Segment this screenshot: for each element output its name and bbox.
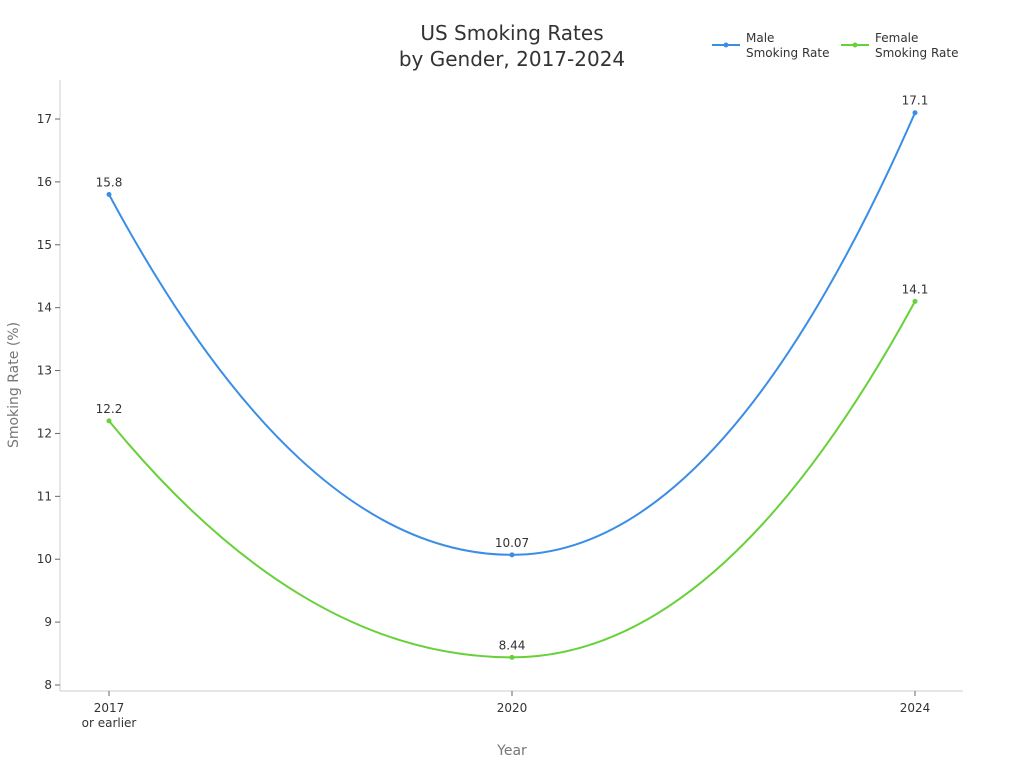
data-label: 17.1 xyxy=(902,94,929,108)
legend-label: Smoking Rate xyxy=(746,46,829,60)
y-tick-label: 12 xyxy=(37,426,52,440)
series-male: 15.8 10.07 17.1 xyxy=(96,94,929,558)
data-point[interactable] xyxy=(106,191,112,197)
data-point[interactable] xyxy=(912,110,918,116)
x-axis-label: Year xyxy=(496,743,527,759)
legend-marker-icon xyxy=(723,42,729,48)
x-tick-label: 2020 xyxy=(497,701,528,715)
x-tick-label: 2017 xyxy=(94,701,125,715)
y-tick-label: 13 xyxy=(37,364,52,378)
data-point[interactable] xyxy=(509,552,515,558)
legend-label: Female xyxy=(875,31,918,45)
x-tick-label: or earlier xyxy=(82,716,137,730)
data-point[interactable] xyxy=(509,654,515,660)
x-tick-label: 2024 xyxy=(900,701,931,715)
chart-title-line: US Smoking Rates xyxy=(420,21,603,45)
data-label: 15.8 xyxy=(96,175,123,189)
y-tick-label: 8 xyxy=(44,678,52,692)
data-point[interactable] xyxy=(912,298,918,304)
legend-label: Smoking Rate xyxy=(875,46,958,60)
y-tick-label: 14 xyxy=(37,301,52,315)
data-label: 12.2 xyxy=(96,402,123,416)
series-line xyxy=(108,300,916,659)
y-axis-label: Smoking Rate (%) xyxy=(6,322,22,448)
data-label: 14.1 xyxy=(902,282,929,296)
series-female: 12.2 8.44 14.1 xyxy=(96,282,929,660)
y-tick-label: 9 xyxy=(44,615,52,629)
data-point[interactable] xyxy=(106,418,112,424)
legend-label: Male xyxy=(746,31,774,45)
y-tick-label: 10 xyxy=(37,552,52,566)
legend-marker-icon xyxy=(852,42,858,48)
data-label: 10.07 xyxy=(495,536,529,550)
y-tick-label: 16 xyxy=(37,175,52,189)
y-tick-label: 11 xyxy=(37,489,52,503)
series-lines: 15.8 10.07 17.1 12.2 8.44 14.1 xyxy=(96,94,929,660)
y-tick-label: 15 xyxy=(37,238,52,252)
y-tick-label: 17 xyxy=(37,112,52,126)
data-label: 8.44 xyxy=(499,638,526,652)
chart-title-line: by Gender, 2017-2024 xyxy=(399,47,625,71)
